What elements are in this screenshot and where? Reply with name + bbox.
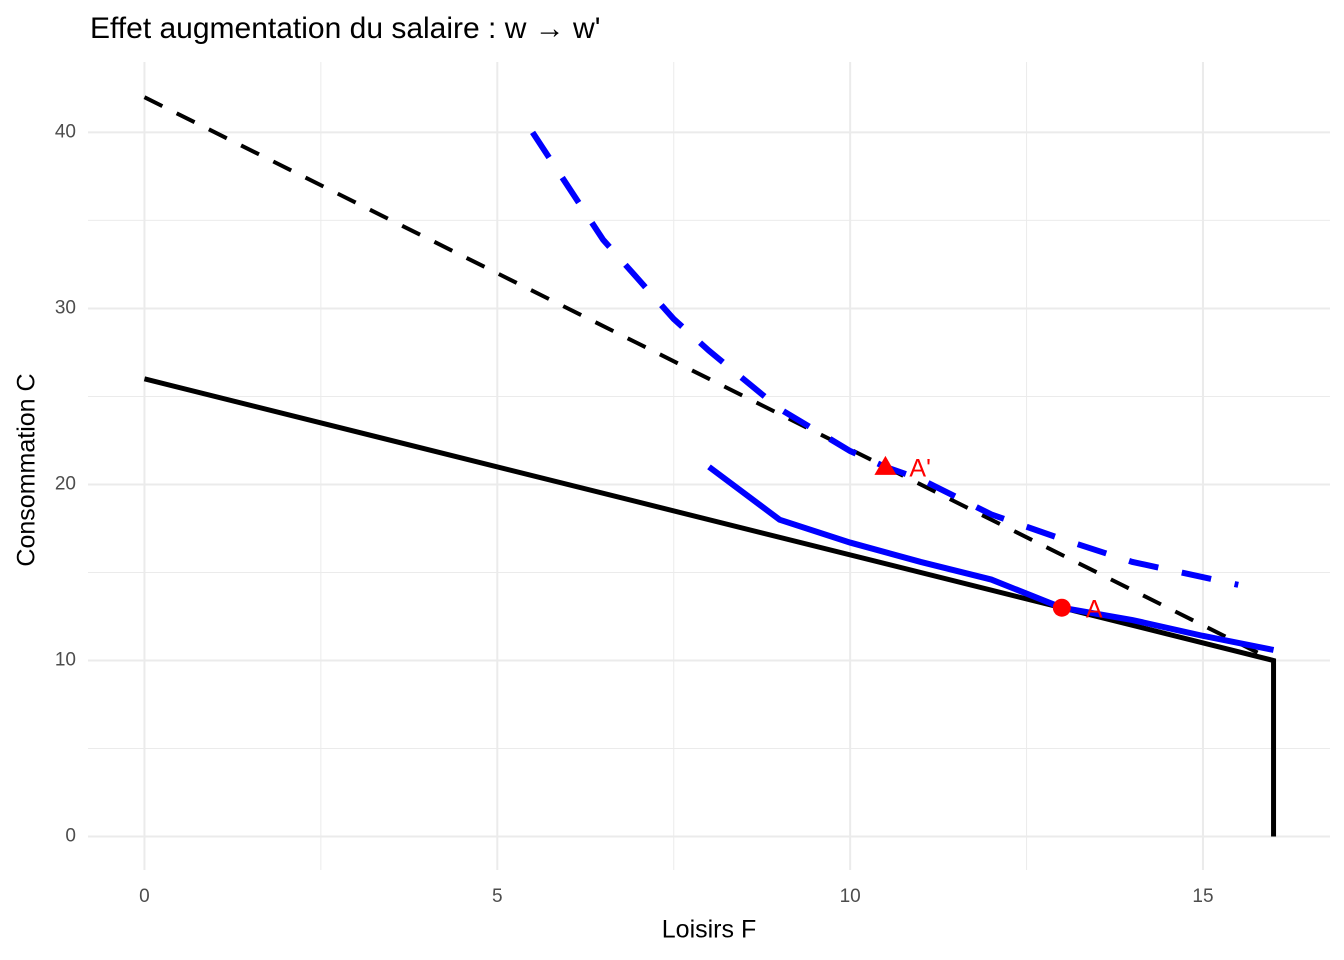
x-tick-label: 5 (492, 886, 503, 907)
chart-title: Effet augmentation du salaire : w → w' (90, 12, 600, 45)
y-tick-label: 40 (55, 121, 76, 142)
point-marker (1052, 598, 1071, 617)
y-tick-label: 10 (55, 650, 76, 671)
point-label: A' (909, 454, 930, 482)
series-line (707, 464, 1275, 653)
point-label: A (1086, 595, 1103, 623)
y-axis-title: Consommation C (13, 373, 41, 566)
y-tick-label: 0 (65, 826, 76, 847)
series-line (143, 95, 1275, 663)
x-axis-title: Loisirs F (662, 916, 756, 944)
x-tick-label: 0 (139, 886, 150, 907)
x-tick-label: 10 (840, 886, 861, 907)
series-line (530, 130, 1239, 588)
y-tick-label: 20 (55, 473, 76, 494)
y-tick-label: 30 (55, 297, 76, 318)
x-tick-label: 15 (1192, 886, 1213, 907)
point-marker (874, 455, 897, 475)
series-line (143, 376, 1277, 837)
